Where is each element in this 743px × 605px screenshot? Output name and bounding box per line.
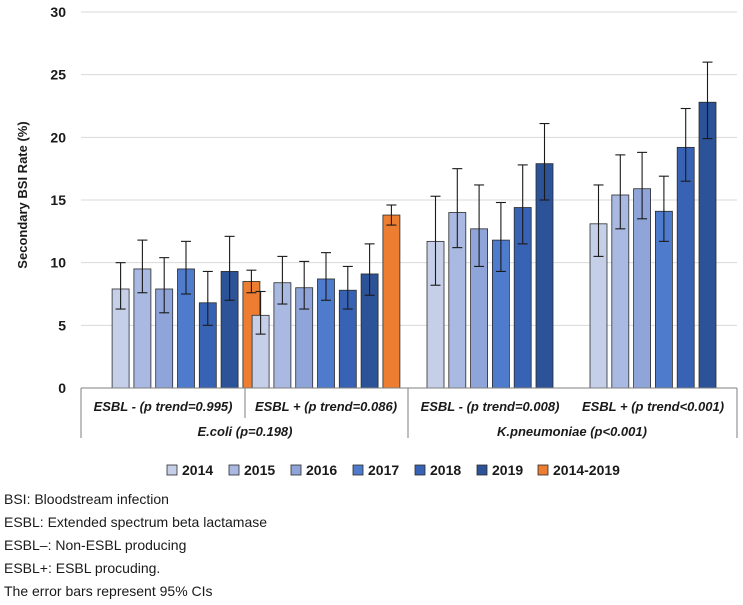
y-tick-label: 15 xyxy=(50,192,66,208)
error-bar xyxy=(702,61,713,140)
error-bar xyxy=(658,175,669,242)
legend-label: 2015 xyxy=(244,462,275,478)
error-bar xyxy=(637,151,648,220)
bar xyxy=(698,101,717,389)
group-labels: E.coli (p=0.198) K.pneumoniae (p<0.001) xyxy=(197,424,646,439)
legend-swatch xyxy=(352,464,364,476)
note-esbl: ESBL: Extended spectrum beta lactamase xyxy=(4,514,268,530)
footnotes: BSI: Bloodstream infection ESBL: Extende… xyxy=(4,490,267,605)
category-label: ESBL - (p trend=0.008) xyxy=(421,399,560,414)
legend-label: 2018 xyxy=(430,462,461,478)
error-bar xyxy=(255,290,266,335)
legend-label: 2014 xyxy=(182,462,213,478)
error-bar xyxy=(430,195,441,286)
error-bar xyxy=(224,235,235,301)
y-tick-label: 25 xyxy=(50,67,66,83)
legend-label: 2016 xyxy=(306,462,337,478)
error-bar xyxy=(115,262,126,310)
error-bar xyxy=(364,243,375,296)
legend-swatch xyxy=(537,464,549,476)
error-bar xyxy=(680,107,691,182)
legend: 2014 2015 2016 2017 2018 2019 2014-2019 xyxy=(166,462,620,478)
error-bar xyxy=(202,270,213,326)
x-axis xyxy=(80,387,738,438)
y-tick-label: 20 xyxy=(50,129,66,145)
bars xyxy=(111,101,717,389)
error-bar xyxy=(159,257,170,314)
error-bar xyxy=(615,154,626,230)
error-bar xyxy=(593,184,604,257)
legend-swatch xyxy=(166,464,178,476)
y-axis-label: Secondary BSI Rate (%) xyxy=(15,121,30,268)
error-bar xyxy=(386,204,397,226)
bar xyxy=(676,146,695,389)
note-esbl-negative: ESBL–: Non-ESBL producing xyxy=(4,537,187,553)
category-label: ESBL - (p trend=0.995) xyxy=(94,399,233,414)
bar xyxy=(382,214,401,389)
error-bar xyxy=(246,269,257,294)
note-bsi: BSI: Bloodstream infection xyxy=(4,491,169,507)
y-tick-label: 5 xyxy=(58,317,66,333)
legend-label: 2017 xyxy=(368,462,399,478)
note-esbl-positive: ESBL+: ESBL procuding. xyxy=(4,560,161,576)
error-bar xyxy=(181,240,191,295)
error-bar xyxy=(137,239,148,294)
note-error-bars: The error bars represent 95% CIs xyxy=(4,583,213,599)
group-label: E.coli (p=0.198) xyxy=(197,424,292,439)
error-bar xyxy=(474,184,485,267)
error-bar xyxy=(321,252,331,301)
legend-label: 2014-2019 xyxy=(553,462,620,478)
y-tick-label: 30 xyxy=(50,4,66,20)
category-label: ESBL + (p trend<0.001) xyxy=(582,399,724,414)
legend-swatch xyxy=(414,464,426,476)
y-tick-label: 10 xyxy=(50,255,66,271)
legend-swatch xyxy=(476,464,488,476)
error-bars xyxy=(115,61,713,335)
error-bar xyxy=(277,255,288,305)
error-bar xyxy=(299,260,310,310)
legend-label: 2019 xyxy=(492,462,523,478)
error-bar xyxy=(495,201,506,272)
y-tick-label: 0 xyxy=(58,380,66,396)
group-label: K.pneumoniae (p<0.001) xyxy=(497,424,647,439)
error-bar xyxy=(452,168,463,249)
y-axis-ticks: 0 5 10 15 20 25 30 xyxy=(50,4,66,396)
error-bar xyxy=(342,265,353,310)
category-label: ESBL + (p trend=0.086) xyxy=(255,399,397,414)
legend-swatch xyxy=(290,464,302,476)
error-bar xyxy=(517,164,528,245)
error-bar xyxy=(539,122,550,201)
category-labels: ESBL - (p trend=0.995) ESBL + (p trend=0.… xyxy=(94,399,724,414)
legend-swatch xyxy=(228,464,240,476)
